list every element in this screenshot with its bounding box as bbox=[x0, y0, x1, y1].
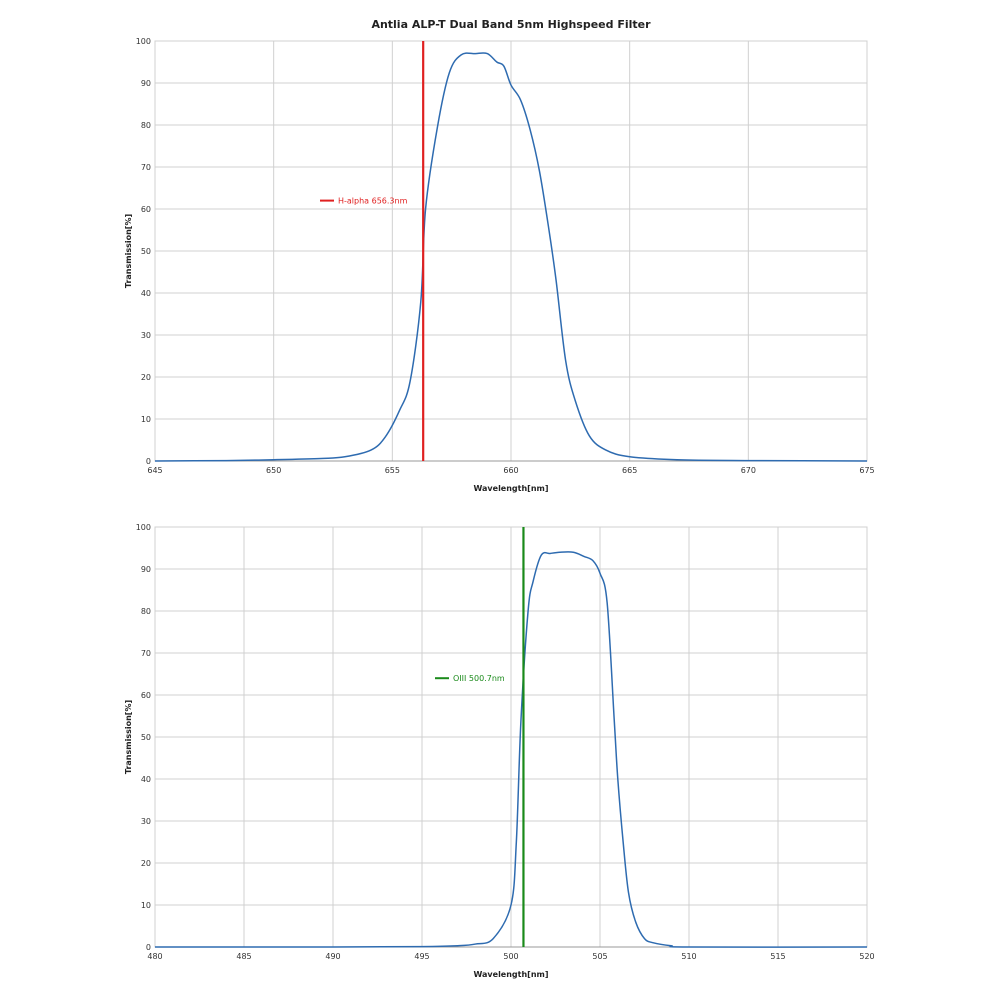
x-tick-label: 515 bbox=[770, 952, 785, 961]
x-axis-label: Wavelength[nm] bbox=[473, 970, 548, 979]
y-tick-label: 40 bbox=[141, 289, 151, 298]
x-axis-label: Wavelength[nm] bbox=[473, 484, 548, 493]
x-tick-label: 645 bbox=[147, 466, 162, 475]
chart-title: Antlia ALP-T Dual Band 5nm Highspeed Fil… bbox=[371, 18, 651, 31]
y-tick-label: 30 bbox=[141, 817, 151, 826]
y-tick-label: 50 bbox=[141, 247, 151, 256]
y-tick-label: 60 bbox=[141, 691, 151, 700]
x-tick-label: 655 bbox=[385, 466, 400, 475]
y-tick-label: 100 bbox=[136, 37, 151, 46]
y-tick-label: 100 bbox=[136, 523, 151, 532]
y-tick-label: 0 bbox=[146, 457, 151, 466]
y-tick-label: 90 bbox=[141, 79, 151, 88]
x-tick-label: 485 bbox=[236, 952, 251, 961]
x-tick-label: 500 bbox=[503, 952, 518, 961]
x-tick-label: 510 bbox=[681, 952, 696, 961]
chart-1: 0 10 20 30 40 50 60 70 80 90 100 645 650 655 660 665 670… bbox=[124, 18, 875, 493]
y-tick-label: 40 bbox=[141, 775, 151, 784]
y-tick-label: 70 bbox=[141, 163, 151, 172]
x-tick-label: 660 bbox=[503, 466, 518, 475]
chart-2: 0 10 20 30 40 50 60 70 80 90 100 480 485 490 495 500 505… bbox=[124, 523, 875, 979]
transmission-curve bbox=[154, 52, 868, 462]
y-axis-label: Transmission[%] bbox=[124, 700, 133, 774]
y-tick-label: 80 bbox=[141, 607, 151, 616]
x-tick-label: 505 bbox=[592, 952, 607, 961]
y-tick-label: 60 bbox=[141, 205, 151, 214]
y-tick-label: 80 bbox=[141, 121, 151, 130]
legend-label: H-alpha 656.3nm bbox=[338, 197, 408, 206]
y-tick-label: 0 bbox=[146, 943, 151, 952]
x-tick-label: 675 bbox=[859, 466, 874, 475]
x-tick-label: 665 bbox=[622, 466, 637, 475]
legend-label: OIII 500.7nm bbox=[453, 674, 505, 683]
x-tick-label: 520 bbox=[859, 952, 874, 961]
y-tick-label: 20 bbox=[141, 373, 151, 382]
y-tick-label: 20 bbox=[141, 859, 151, 868]
transmission-curve bbox=[154, 551, 868, 948]
y-tick-label: 90 bbox=[141, 565, 151, 574]
x-tick-label: 490 bbox=[325, 952, 340, 961]
y-tick-label: 10 bbox=[141, 901, 151, 910]
y-tick-label: 30 bbox=[141, 331, 151, 340]
x-tick-label: 650 bbox=[266, 466, 281, 475]
x-tick-label: 670 bbox=[741, 466, 756, 475]
x-tick-label: 495 bbox=[414, 952, 429, 961]
y-tick-label: 50 bbox=[141, 733, 151, 742]
y-tick-label: 70 bbox=[141, 649, 151, 658]
x-tick-label: 480 bbox=[147, 952, 162, 961]
y-tick-label: 10 bbox=[141, 415, 151, 424]
y-axis-label: Transmission[%] bbox=[124, 214, 133, 288]
